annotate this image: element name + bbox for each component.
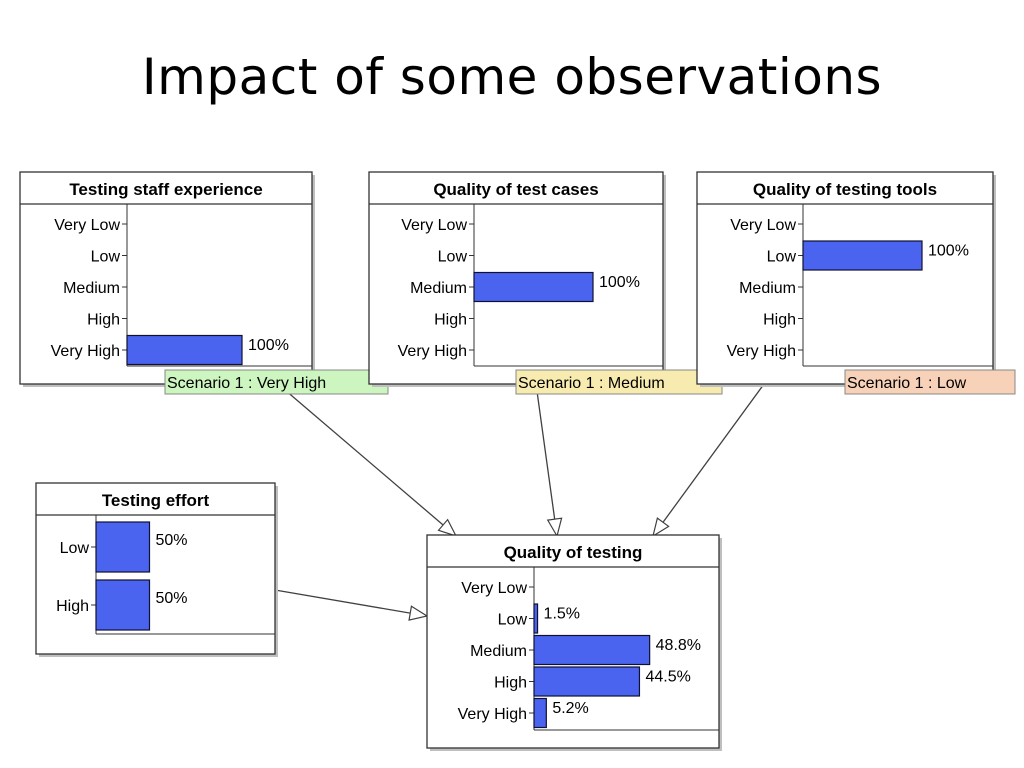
state-label: Low — [438, 249, 468, 266]
edge-quality-of-test-cases-to-quality-of-testing — [535, 383, 563, 538]
scenario-label: Scenario 1 : Low — [847, 375, 967, 392]
probability-bar — [533, 603, 539, 634]
state-label: Very High — [51, 343, 120, 360]
probability-bar — [533, 697, 547, 729]
edge-testing-staff-experience-to-quality-of-testing — [277, 383, 458, 538]
node-testing-staff-experience[interactable]: Testing staff experience Very Low Low Mediu… — [19, 171, 389, 395]
scenario-label: Scenario 1 : Very High — [167, 375, 326, 392]
state-label: Very Low — [401, 217, 467, 234]
state-label: Medium — [739, 280, 796, 297]
scenario-badge[interactable]: Scenario 1 : Medium — [515, 369, 723, 395]
node-testing-effort[interactable]: Testing effort Low 50% High 50% — [35, 482, 278, 657]
probability-bar — [473, 271, 594, 303]
state-label: Very High — [458, 706, 527, 723]
probability-bar — [95, 521, 151, 573]
probability-bar — [126, 334, 243, 366]
state-label: Medium — [470, 643, 527, 660]
state-label: High — [494, 675, 527, 692]
node-title: Quality of test cases — [433, 180, 598, 199]
probability-bar — [802, 240, 923, 271]
probability-label: 44.5% — [645, 669, 690, 686]
state-label: Medium — [410, 280, 467, 297]
state-label: High — [763, 312, 796, 329]
state-label: Very High — [727, 343, 796, 360]
scenario-label: Scenario 1 : Medium — [518, 375, 665, 392]
state-label: High — [434, 312, 467, 329]
probability-label: 48.8% — [656, 637, 701, 654]
probability-bar — [533, 666, 641, 697]
state-label: High — [87, 312, 120, 329]
state-label: Low — [60, 540, 90, 557]
scenario-badge-bg — [844, 369, 1016, 395]
state-label: Very Low — [461, 580, 527, 597]
state-label: Low — [91, 249, 121, 266]
scenario-badge-bg — [515, 369, 723, 395]
state-label: Medium — [63, 280, 120, 297]
scenario-badge[interactable]: Scenario 1 : Low — [844, 369, 1016, 395]
state-label: Very Low — [54, 217, 120, 234]
probability-label: 5.2% — [552, 700, 588, 717]
state-label: Low — [498, 612, 528, 629]
node-quality-of-test-cases[interactable]: Quality of test cases Very Low Low Medium 10… — [368, 171, 723, 395]
node-title: Quality of testing — [504, 543, 643, 562]
node-title: Testing effort — [102, 491, 210, 510]
probability-label: 100% — [928, 243, 969, 260]
scenario-badge-bg — [164, 369, 389, 395]
edges-layer — [274, 383, 765, 621]
node-title: Testing staff experience — [69, 180, 262, 199]
probability-bar — [95, 579, 151, 631]
edge-quality-of-testing-tools-to-quality-of-testing — [652, 383, 765, 538]
probability-label: 100% — [599, 274, 640, 291]
probability-label: 50% — [156, 532, 188, 549]
state-label: Very Low — [730, 217, 796, 234]
state-label: High — [56, 598, 89, 615]
node-box — [696, 171, 994, 385]
probability-label: 100% — [248, 337, 289, 354]
probability-label: 1.5% — [544, 606, 580, 623]
slide-title: Impact of some observations — [141, 48, 883, 106]
node-quality-of-testing-tools[interactable]: Quality of testing tools Very Low Low 100% M… — [696, 171, 1016, 395]
probability-bar — [533, 634, 651, 666]
state-label: Low — [767, 249, 797, 266]
scenario-badge[interactable]: Scenario 1 : Very High — [164, 369, 389, 395]
state-label: Very High — [398, 343, 467, 360]
nodes-layer: Testing staff experience Very Low Low Mediu… — [19, 171, 1016, 751]
edge-testing-effort-to-quality-of-testing — [274, 589, 429, 621]
node-quality-of-testing[interactable]: Quality of testing Very Low Low 1.5% Medium 4… — [426, 534, 722, 751]
node-box — [35, 482, 276, 655]
node-title: Quality of testing tools — [753, 180, 937, 199]
probability-label: 50% — [156, 590, 188, 607]
